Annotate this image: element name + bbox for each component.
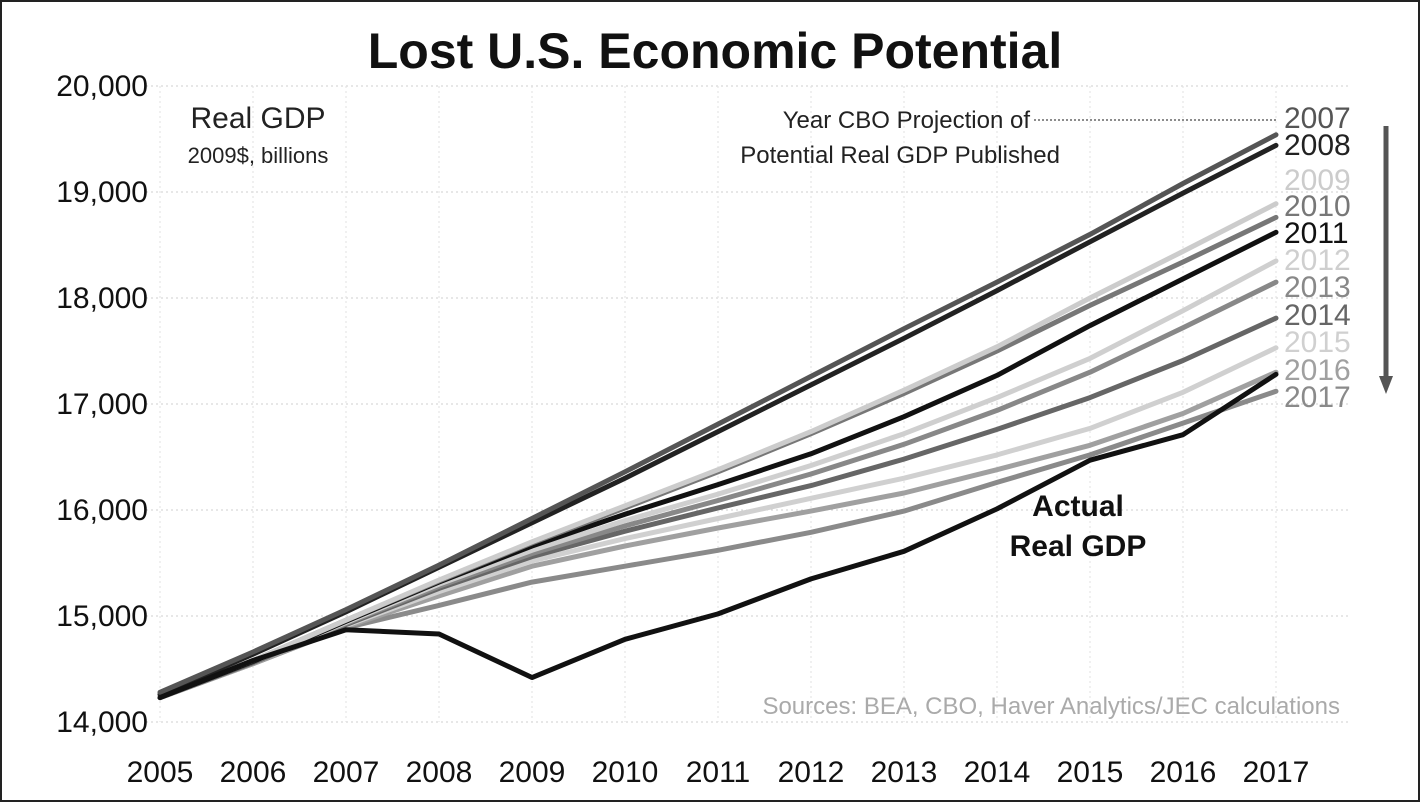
trend-arrow-head [1379,376,1393,394]
y-axis-label: Real GDP [190,102,325,135]
source-note: Sources: BEA, CBO, Haver Analytics/JEC c… [762,693,1340,720]
series-end-labels: 2007200820092010201120122013201420152016… [1284,102,1351,414]
legend-title-line1: Year CBO Projection of [783,107,1031,134]
end-label-2016: 2016 [1284,354,1351,387]
end-label-2010: 2010 [1284,190,1351,223]
end-label-2009: 2009 [1284,164,1351,197]
chart-title: Lost U.S. Economic Potential [368,23,1063,79]
y-tick-label: 17,000 [56,388,148,421]
x-tick-label: 2014 [964,756,1031,789]
end-label-2017: 2017 [1284,381,1351,414]
end-label-2007: 2007 [1284,102,1351,135]
series-line-2007 [157,132,1279,695]
end-label-2008: 2008 [1284,129,1351,162]
series-line-actual [157,371,1279,701]
x-tick-label: 2008 [406,756,473,789]
x-tick-label: 2009 [499,756,566,789]
y-tick-label: 15,000 [56,600,148,633]
x-tick-label: 2016 [1150,756,1217,789]
x-tick-label: 2015 [1057,756,1124,789]
x-tick-label: 2017 [1243,756,1310,789]
y-axis-ticks: 14,000 15,000 16,000 17,000 18,000 19,000 20,0… [56,70,148,739]
end-label-2012: 2012 [1284,244,1351,277]
x-tick-label: 2006 [220,756,287,789]
x-tick-label: 2007 [313,756,380,789]
y-tick-label: 16,000 [56,494,148,527]
x-tick-label: 2012 [778,756,845,789]
x-tick-label: 2011 [686,756,751,789]
y-axis-units: 2009$, billions [188,143,329,168]
actual-label-line1: Actual [1032,490,1124,523]
end-label-2011: 2011 [1284,217,1349,250]
x-tick-label: 2005 [127,756,194,789]
actual-label-line2: Real GDP [1010,530,1147,563]
y-tick-label: 20,000 [56,70,148,103]
legend-title-line2: Potential Real GDP Published [740,142,1060,169]
y-tick-label: 18,000 [56,282,148,315]
end-label-2013: 2013 [1284,271,1351,304]
x-axis-ticks: 2005 2006 2007 2008 2009 2010 2011 2012 2013 2014… [127,756,1310,789]
y-tick-label: 19,000 [56,176,148,209]
series-line-2009 [157,201,1279,700]
end-label-2014: 2014 [1284,299,1351,332]
end-label-2015: 2015 [1284,326,1351,359]
x-tick-label: 2013 [871,756,938,789]
series-lines [157,132,1279,701]
y-tick-label: 14,000 [56,706,148,739]
x-tick-label: 2010 [592,756,659,789]
